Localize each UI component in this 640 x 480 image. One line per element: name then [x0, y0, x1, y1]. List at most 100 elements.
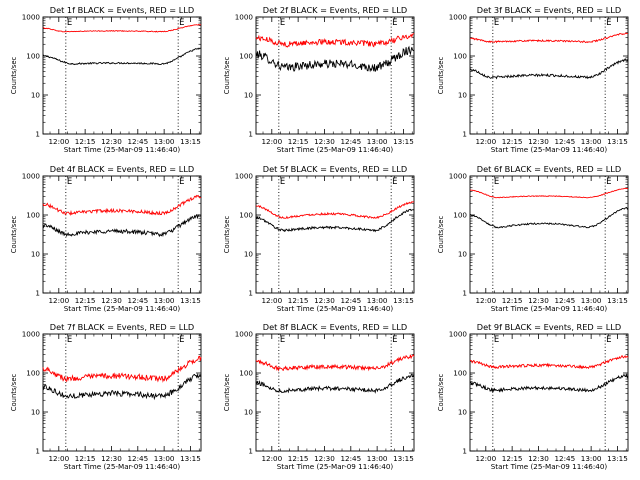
- x-tick-label: 12:45: [340, 454, 361, 463]
- x-tick-label: 12:15: [75, 454, 96, 463]
- x-axis-label: Start Time (25-Mar-09 11:46:40): [491, 304, 608, 313]
- time-marker-label: E: [606, 177, 611, 187]
- panel-title: Det 2f BLACK = Events, RED = LLD: [263, 5, 407, 15]
- y-tick-label: 1: [248, 447, 253, 456]
- x-tick-label: 12:45: [340, 137, 361, 146]
- x-tick-label: 12:00: [475, 296, 496, 305]
- y-tick-label: 1000: [22, 13, 41, 22]
- x-tick-label: 12:30: [528, 296, 549, 305]
- x-tick-label: 13:00: [367, 137, 388, 146]
- x-tick-label: 12:45: [554, 137, 575, 146]
- y-tick-label: 100: [26, 369, 40, 378]
- detector-panel-6: Det 6f BLACK = Events, RED = LLD 1 10 100 10…: [437, 164, 629, 313]
- y-axis-label: Counts/sec: [10, 374, 18, 412]
- plot-frame: [469, 175, 629, 294]
- y-tick-label: 100: [239, 52, 253, 61]
- x-tick-label: 13:00: [581, 296, 602, 305]
- x-tick-label: 13:15: [393, 454, 414, 463]
- events-series-line: [469, 57, 629, 80]
- x-tick-label: 12:15: [502, 454, 523, 463]
- x-tick-label: 12:30: [528, 137, 549, 146]
- x-tick-label: 13:15: [393, 296, 414, 305]
- x-tick-label: 12:15: [288, 137, 309, 146]
- detector-panel-8: Det 8f BLACK = Events, RED = LLD 1 10 100 10…: [223, 322, 415, 471]
- plot-frame: [469, 16, 629, 135]
- y-axis-label: Counts/sec: [437, 216, 445, 254]
- plot-frame: [469, 333, 629, 452]
- x-axis-label: Start Time (25-Mar-09 11:46:40): [277, 145, 394, 154]
- x-tick-label: 12:45: [127, 296, 148, 305]
- x-tick-label: 13:15: [607, 454, 628, 463]
- time-marker-label: E: [280, 18, 285, 28]
- y-axis-label: Counts/sec: [223, 57, 231, 95]
- time-marker-label: E: [606, 18, 611, 28]
- lld-series-line: [255, 354, 415, 372]
- y-tick-label: 1000: [235, 330, 254, 339]
- x-tick-label: 12:45: [554, 296, 575, 305]
- x-tick-label: 13:00: [367, 296, 388, 305]
- time-marker-label: E: [392, 18, 397, 28]
- detector-panel-4: Det 4f BLACK = Events, RED = LLD 1 10 100 10…: [10, 164, 202, 313]
- x-tick-label: 12:00: [48, 137, 69, 146]
- y-tick-label: 1: [462, 447, 467, 456]
- x-tick-label: 13:15: [607, 137, 628, 146]
- y-tick-label: 1: [462, 289, 467, 298]
- time-marker-label: E: [494, 335, 499, 345]
- plot-frame: [255, 175, 415, 294]
- y-axis-label: Counts/sec: [223, 374, 231, 412]
- y-tick-label: 100: [453, 369, 467, 378]
- x-tick-label: 12:45: [554, 454, 575, 463]
- x-tick-label: 12:30: [314, 296, 335, 305]
- x-tick-label: 13:15: [393, 137, 414, 146]
- lld-series-line: [255, 201, 415, 220]
- events-series-line: [469, 373, 629, 393]
- x-tick-label: 13:00: [581, 137, 602, 146]
- panel-title: Det 9f BLACK = Events, RED = LLD: [477, 322, 621, 332]
- y-tick-label: 1000: [22, 172, 41, 181]
- events-series-line: [255, 45, 415, 73]
- time-marker-label: E: [67, 18, 72, 28]
- y-tick-label: 10: [244, 250, 254, 259]
- detector-panel-7: Det 7f BLACK = Events, RED = LLD 1 10 100 10…: [10, 322, 202, 471]
- x-tick-label: 12:30: [314, 137, 335, 146]
- y-tick-label: 1: [35, 130, 40, 139]
- y-axis-label: Counts/sec: [10, 216, 18, 254]
- x-tick-label: 12:00: [261, 137, 282, 146]
- time-marker-label: E: [280, 335, 285, 345]
- x-tick-label: 12:45: [127, 454, 148, 463]
- lld-series-line: [255, 32, 415, 48]
- time-marker-label: E: [67, 177, 72, 187]
- y-tick-label: 10: [31, 91, 41, 100]
- lld-series-line: [42, 194, 202, 216]
- y-tick-label: 1: [462, 130, 467, 139]
- x-tick-label: 12:15: [502, 296, 523, 305]
- x-tick-label: 12:15: [288, 296, 309, 305]
- y-tick-label: 100: [26, 211, 40, 220]
- time-marker-label: E: [392, 177, 397, 187]
- x-axis-label: Start Time (25-Mar-09 11:46:40): [277, 304, 394, 313]
- x-tick-label: 12:15: [75, 137, 96, 146]
- y-tick-label: 10: [458, 250, 468, 259]
- x-tick-label: 12:00: [48, 296, 69, 305]
- lld-series-line: [469, 187, 629, 199]
- events-series-line: [255, 373, 415, 394]
- lld-series-line: [469, 355, 629, 370]
- lld-series-line: [42, 355, 202, 383]
- x-tick-label: 12:00: [475, 137, 496, 146]
- y-axis-label: Counts/sec: [10, 57, 18, 95]
- y-tick-label: 100: [26, 52, 40, 61]
- plot-frame: [42, 16, 202, 135]
- x-tick-label: 12:30: [314, 454, 335, 463]
- panel-title: Det 5f BLACK = Events, RED = LLD: [263, 164, 407, 174]
- x-tick-label: 12:15: [502, 137, 523, 146]
- detector-panel-2: Det 2f BLACK = Events, RED = LLD 1 10 100 10…: [223, 5, 415, 154]
- detector-panel-5: Det 5f BLACK = Events, RED = LLD 1 10 100 10…: [223, 164, 415, 313]
- detector-panel-9: Det 9f BLACK = Events, RED = LLD 1 10 100 10…: [437, 322, 629, 471]
- time-marker-label: E: [179, 335, 184, 345]
- x-axis-label: Start Time (25-Mar-09 11:46:40): [491, 462, 608, 471]
- y-tick-label: 1: [35, 289, 40, 298]
- y-tick-label: 1000: [449, 330, 468, 339]
- x-tick-label: 13:15: [180, 454, 201, 463]
- y-tick-label: 10: [31, 250, 41, 259]
- x-tick-label: 13:00: [154, 454, 175, 463]
